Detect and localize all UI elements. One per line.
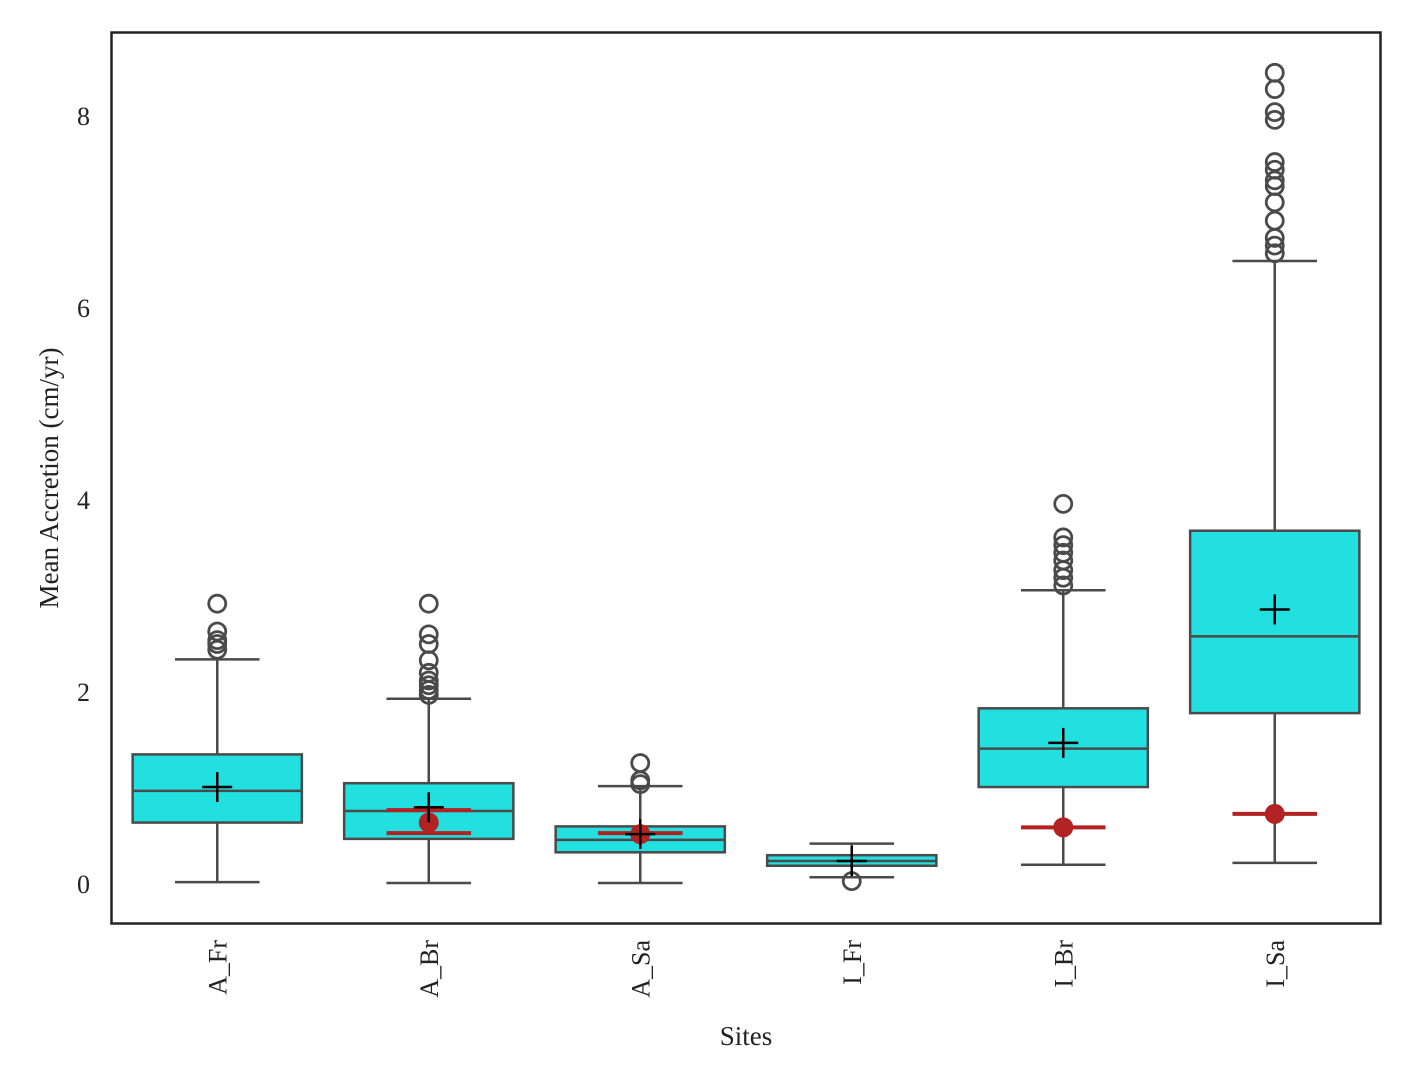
outlier-point bbox=[1264, 235, 1285, 256]
outlier-point bbox=[418, 624, 439, 645]
box-group-I_Fr bbox=[765, 842, 938, 892]
outlier-point bbox=[1264, 109, 1285, 130]
outlier-point bbox=[1053, 535, 1074, 556]
y-tick-label: 8 bbox=[77, 102, 90, 131]
x-tick-label: A_Sa bbox=[626, 940, 655, 998]
outlier-point bbox=[418, 634, 439, 654]
y-axis-ticks: 0 2 4 6 8 bbox=[77, 102, 90, 899]
y-tick-label: 4 bbox=[77, 486, 90, 515]
x-axis-ticks: A_Fr A_Br A_Sa I_Fr I_Br I_Sa bbox=[203, 940, 1290, 998]
outlier-point bbox=[1053, 527, 1074, 548]
outlier-point bbox=[418, 662, 439, 683]
box-group-I_Br bbox=[977, 493, 1150, 867]
y-tick-label: 6 bbox=[77, 294, 90, 323]
outlier-point bbox=[1264, 159, 1285, 180]
outlier-point bbox=[418, 593, 439, 614]
outlier-point bbox=[207, 621, 228, 642]
outlier-point bbox=[418, 670, 439, 691]
x-tick-label: I_Fr bbox=[838, 940, 867, 985]
x-tick-label: I_Br bbox=[1049, 940, 1078, 988]
y-tick-label: 2 bbox=[77, 678, 90, 707]
boxes-layer bbox=[131, 62, 1361, 892]
outlier-point bbox=[207, 593, 228, 614]
outlier-point bbox=[630, 753, 651, 773]
reference-point bbox=[418, 812, 439, 833]
box-group-A_Br bbox=[342, 593, 515, 885]
plot-frame bbox=[110, 31, 1382, 925]
reference-point bbox=[1053, 817, 1074, 838]
outlier-point bbox=[1264, 102, 1285, 123]
y-tick-label: 0 bbox=[77, 870, 90, 899]
x-tick-label: A_Fr bbox=[203, 940, 232, 995]
outlier-point bbox=[207, 630, 228, 651]
outlier-point bbox=[1053, 575, 1074, 596]
outlier-point bbox=[1053, 550, 1074, 571]
reference-point bbox=[1264, 803, 1285, 824]
box-group-I_Sa bbox=[1188, 62, 1361, 865]
outlier-point bbox=[1264, 152, 1285, 172]
x-axis-label: Sites bbox=[720, 1021, 773, 1051]
outlier-point bbox=[1053, 493, 1074, 514]
outlier-point bbox=[1264, 62, 1285, 83]
box-group-A_Fr bbox=[131, 593, 304, 884]
box-group-A_Sa bbox=[554, 753, 727, 885]
outlier-point bbox=[1053, 542, 1074, 563]
x-tick-label: I_Sa bbox=[1261, 940, 1290, 988]
y-axis-label: Mean Accretion (cm/yr) bbox=[34, 348, 64, 609]
x-tick-label: A_Br bbox=[415, 940, 444, 998]
outlier-point bbox=[1264, 243, 1285, 264]
